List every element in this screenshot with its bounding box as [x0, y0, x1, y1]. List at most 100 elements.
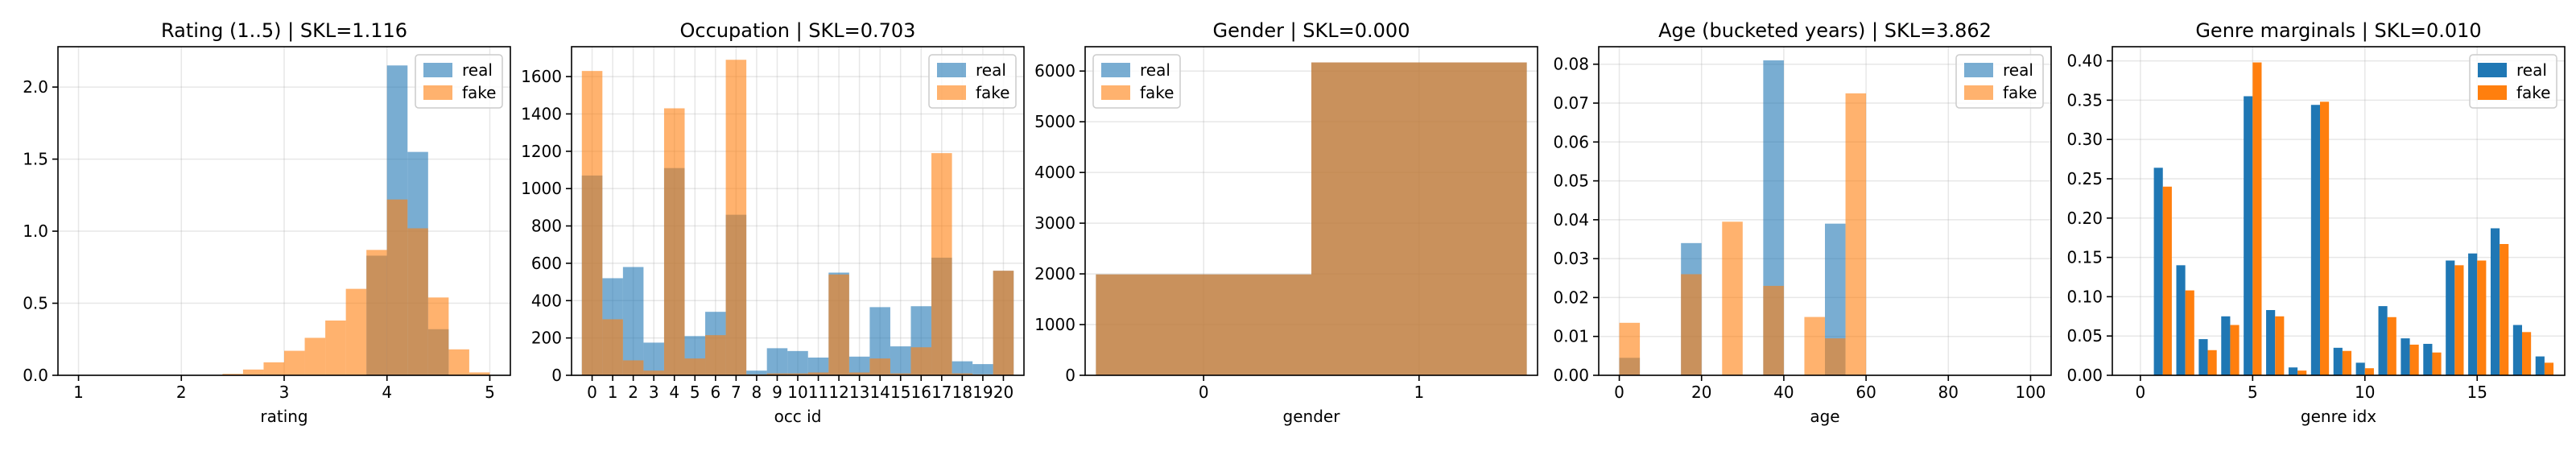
legend-swatch-fake [423, 85, 452, 100]
chart-3: 0 1 0 1000 2000 3000 4000 5000 6000 Gender | SKL=… [1034, 19, 1538, 426]
y-tick-label-0-20: 0.20 [2066, 209, 2103, 228]
x-tick-label-0: 0 [1614, 383, 1624, 402]
bar-fake-6 [2275, 316, 2285, 375]
bar-real-5 [2244, 96, 2253, 375]
bar-fake-bin-7 [1763, 285, 1784, 375]
x-tick-label-1: 1 [1414, 383, 1424, 402]
x-axis-label: age [1810, 407, 1839, 426]
legend-label-fake: fake [2516, 83, 2550, 102]
bar-fake-17 [2522, 332, 2532, 375]
bar-fake-1 [2162, 186, 2172, 375]
y-tick-label-1400: 1400 [521, 104, 562, 123]
legend-swatch-fake [1964, 85, 1993, 100]
bar-fake-bin-1 [602, 319, 623, 375]
bar-fake-bin-19 [469, 372, 490, 375]
bar-fake-bin-12 [325, 321, 346, 375]
bar-fake-bin-20 [993, 271, 1014, 375]
x-tick-label-0: 0 [2135, 383, 2145, 402]
x-tick-label-17: 17 [931, 383, 952, 402]
bar-fake-16 [2500, 243, 2509, 375]
bar-fake-bin-5 [684, 358, 706, 375]
y-tick-label-1-0: 1.0 [23, 221, 48, 241]
legend-label-real: real [2516, 60, 2547, 80]
bar-fake-bin-9 [1804, 317, 1825, 375]
bar-fake-bin-14 [366, 250, 387, 375]
y-tick-label-3000: 3000 [1034, 213, 1075, 233]
bars [1619, 60, 1867, 375]
y-tick-label-0-35: 0.35 [2066, 90, 2103, 110]
bar-real-4 [2221, 316, 2231, 375]
x-tick-label-80: 80 [1938, 383, 1959, 402]
x-tick-label-8: 8 [752, 383, 762, 402]
bar-real-13 [2423, 343, 2433, 375]
y-tick-label-4000: 4000 [1034, 163, 1075, 182]
bar-fake-bin-15 [386, 199, 408, 375]
legend-label-real: real [976, 60, 1006, 80]
bar-fake-4 [2230, 325, 2240, 375]
bar-fake-9 [2342, 350, 2352, 375]
bar-real-11 [2378, 306, 2388, 375]
chart-2: 0 1 2 3 4 5 6 7 8 9 10 11 12 13 14 15 16 17 18 19 2002004006… [521, 19, 1025, 426]
y-tick-label-0-0: 0.0 [23, 366, 48, 385]
legend-label-real: real [462, 60, 493, 80]
bar-fake-bin-11 [304, 337, 326, 375]
legend: real fake [928, 54, 1017, 109]
legend-swatch-real [937, 63, 966, 77]
bar-real-bin-9 [766, 348, 788, 375]
x-tick-label-13: 13 [849, 383, 869, 402]
x-axis-label: occ id [774, 407, 822, 426]
x-tick-label-10: 10 [2355, 383, 2375, 402]
chart-1: 1 2 3 4 5 0.0 0.5 1.0 1.5 2.0 Rating (1..5) | SKL=… [23, 19, 511, 426]
legend-label-fake: fake [2003, 83, 2037, 102]
bar-fake-13 [2432, 352, 2442, 375]
bar-fake-bin-0 [1096, 274, 1311, 375]
bar-fake-bin-4 [663, 108, 685, 375]
x-tick-label-5: 5 [690, 383, 700, 402]
bar-fake-bin-3 [643, 370, 664, 375]
bar-fake-bin-13 [345, 288, 367, 375]
y-tick-label-2-0: 2.0 [23, 77, 48, 97]
x-tick-label-5: 5 [2248, 383, 2258, 402]
x-tick-label-7: 7 [731, 383, 741, 402]
bar-fake-2 [2185, 290, 2194, 375]
bar-real-bin-13 [848, 356, 870, 375]
bar-real-9 [2333, 347, 2343, 375]
bar-fake-bin-10 [284, 350, 305, 375]
bar-fake-bin-0 [1619, 322, 1641, 375]
axes-frame [1598, 46, 2052, 376]
bar-real-7 [2288, 367, 2298, 375]
x-tick-label-18: 18 [952, 383, 972, 402]
bar-fake-bin-9 [263, 362, 284, 375]
y-tick-label-0-03: 0.03 [1553, 249, 1589, 268]
bar-real-1 [2153, 168, 2163, 375]
legend-label-fake: fake [1140, 83, 1174, 102]
x-tick-label-40: 40 [1773, 383, 1794, 402]
legend-swatch-fake [1101, 85, 1130, 100]
y-tick-label-0-01: 0.01 [1553, 327, 1589, 346]
bar-fake-bin-7 [725, 60, 747, 376]
bar-real-bin-18 [952, 361, 973, 375]
bar-fake-bin-13 [848, 372, 870, 375]
bar-fake-8 [2319, 101, 2330, 376]
bar-real-18 [2535, 356, 2545, 375]
y-tick-label-0: 0 [1065, 366, 1075, 385]
bar-real-bin-8 [746, 370, 767, 375]
bar-fake-bin-2 [622, 360, 644, 375]
bar-real-3 [2198, 339, 2208, 375]
chart-5: 0 5 10 15 0.00 0.05 0.10 0.15 0.20 0.25 0.30 0.35 0.… [2066, 19, 2566, 426]
bar-fake-7 [2297, 370, 2307, 375]
x-tick-label-0: 0 [1199, 383, 1209, 402]
bar-fake-10 [2364, 368, 2374, 375]
bar-fake-bin-18 [448, 349, 469, 375]
y-tick-label-0-10: 0.10 [2066, 287, 2103, 306]
y-tick-label-200: 200 [531, 329, 562, 348]
y-tick-label-0-06: 0.06 [1553, 132, 1589, 151]
x-tick-label-4: 4 [669, 383, 679, 402]
y-tick-label-1000: 1000 [1034, 315, 1075, 334]
x-tick-label-6: 6 [710, 383, 720, 402]
bar-fake-bin-11 [1845, 93, 1867, 375]
y-tick-label-0-00: 0.00 [1553, 366, 1589, 385]
bar-fake-14 [2454, 265, 2464, 375]
bar-fake-bin-10 [787, 373, 808, 375]
